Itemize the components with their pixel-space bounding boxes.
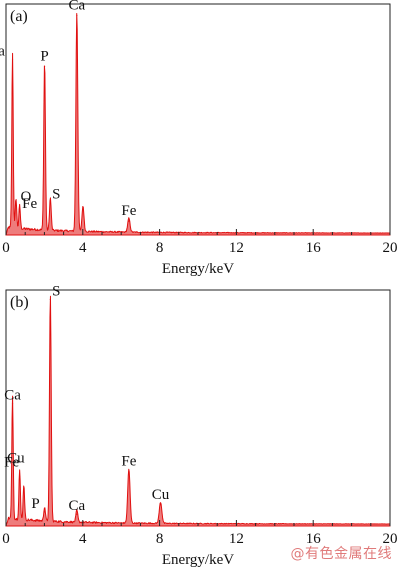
peak-point (11, 402, 14, 404)
peak-point (159, 504, 162, 506)
peak-label-o: O (21, 189, 32, 205)
peak-label-cu: Cu (7, 451, 25, 467)
peak-point (15, 204, 17, 206)
x-tick-label: 8 (156, 240, 164, 256)
peak-label-fe: Fe (121, 203, 136, 219)
x-tick-label: 8 (156, 531, 164, 547)
spectrum-series (5, 12, 391, 236)
peak-label-s: S (52, 283, 60, 299)
peak-point (43, 65, 46, 67)
peak-point (19, 475, 21, 478)
watermark-text: @有色金属在线 (290, 546, 392, 562)
peak-label-fe: Fe (121, 454, 136, 470)
spectrum-series (5, 295, 391, 527)
x-axis-title: Energy/keV (162, 261, 234, 277)
peak-point (82, 208, 84, 211)
x-tick-label: 4 (79, 240, 87, 256)
peak-point (128, 471, 130, 473)
x-tick-label: 12 (229, 531, 244, 547)
peak-point (23, 490, 25, 492)
x-tick-label: 4 (79, 531, 87, 547)
x-tick-label: 0 (2, 531, 10, 547)
panel-label: (a) (10, 8, 28, 25)
peak-label-p: P (40, 48, 48, 64)
peak-label-ca: Ca (4, 387, 21, 403)
peak-point (49, 298, 51, 301)
peak-label-p: P (31, 496, 39, 512)
x-axis-title: Energy/keV (162, 552, 234, 568)
peak-point (11, 58, 14, 61)
peak-label-ca: Ca (0, 43, 5, 59)
peak-point (49, 202, 51, 204)
peak-point (43, 511, 46, 513)
peak-label-cu: Cu (152, 487, 170, 503)
peak-label-fe: Fe (4, 454, 19, 470)
peak-label-ca: Ca (69, 0, 86, 14)
peak-point (19, 211, 21, 213)
peak-label-fe: Fe (22, 196, 37, 212)
x-tick-label: 12 (229, 240, 244, 256)
x-tick-label: 16 (306, 531, 322, 547)
x-tick-label: 20 (383, 531, 398, 547)
peak-point (128, 220, 130, 222)
peak-point (76, 513, 78, 515)
plot-frame (5, 289, 391, 527)
x-tick-label: 0 (2, 240, 10, 256)
x-tick-label: 20 (383, 240, 398, 256)
eds-panel-a: CaOFePSCaFe048121620Energy/keV(a) (0, 0, 398, 277)
x-tick-label: 16 (306, 240, 322, 256)
peak-label-ca: Ca (69, 498, 86, 514)
peak-point (76, 14, 78, 17)
peak-label-s: S (52, 187, 60, 203)
plot-frame (5, 3, 391, 236)
panel-label: (b) (10, 294, 29, 311)
